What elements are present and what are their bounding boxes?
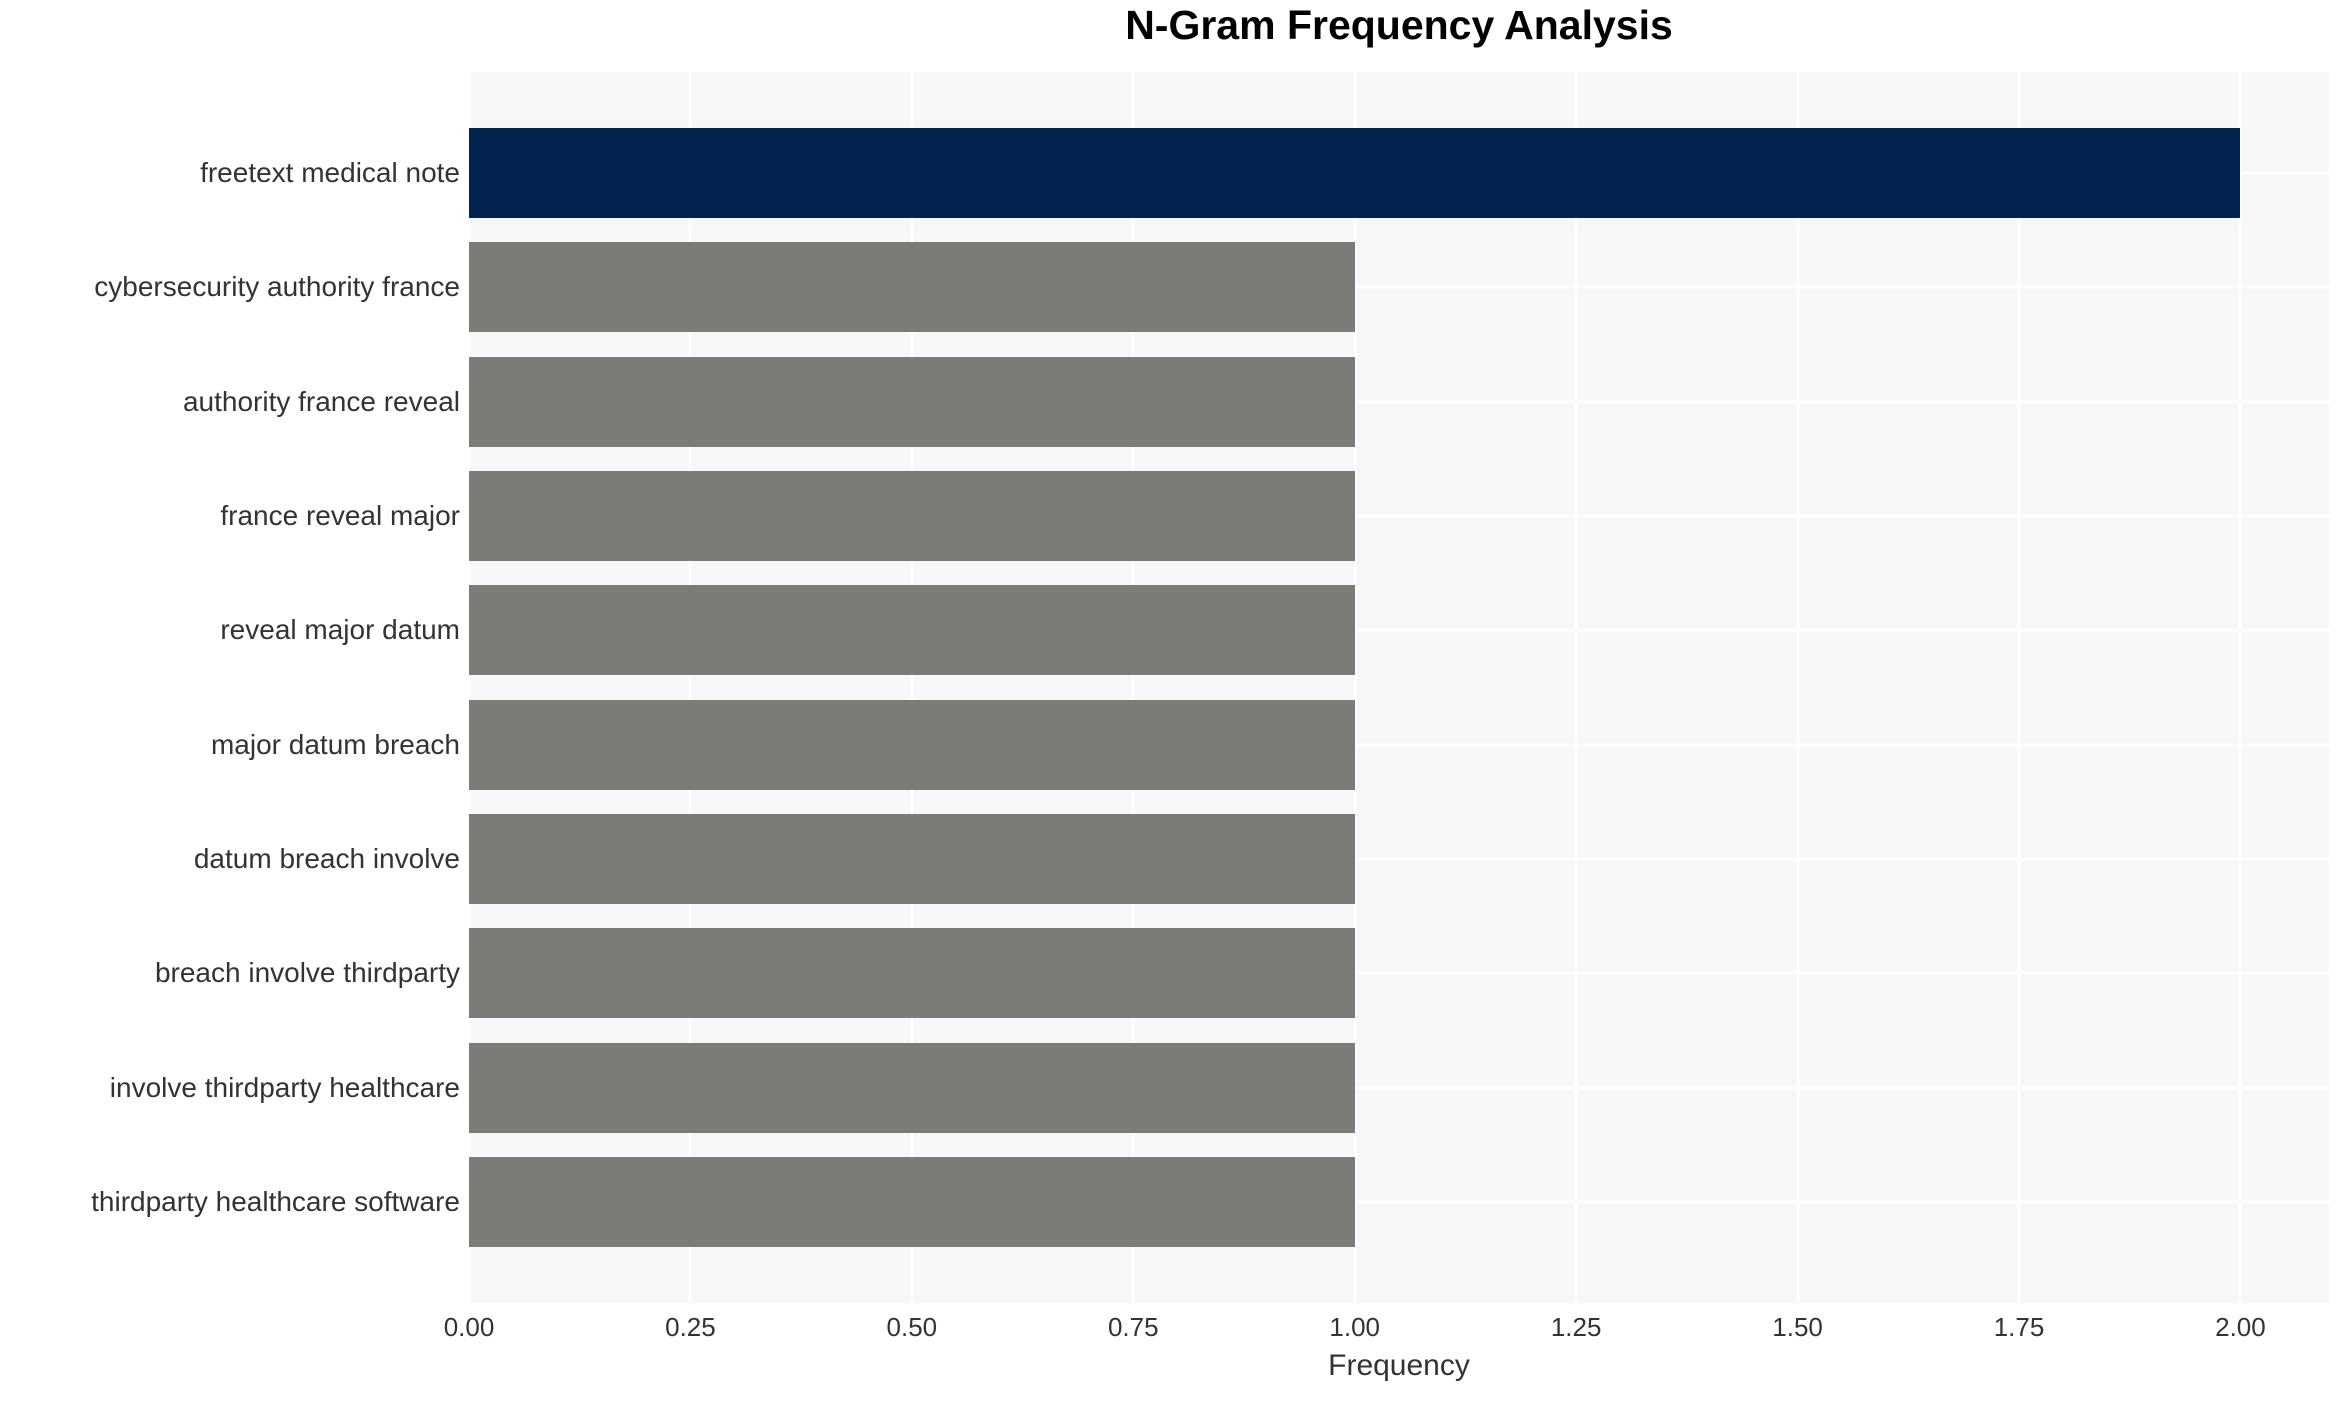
y-axis-category-label: thirdparty healthcare software <box>91 1186 460 1217</box>
gridline-vertical <box>467 72 471 1303</box>
gridline-vertical <box>2017 72 2021 1303</box>
x-axis-tick-label: 1.50 <box>1772 1312 1823 1342</box>
y-axis-category-label: major datum breach <box>210 728 460 760</box>
gridline-horizontal <box>469 857 2329 861</box>
bar <box>469 699 1355 790</box>
bar <box>469 928 1355 1019</box>
x-axis-tick-label: 2.00 <box>2215 1312 2266 1342</box>
bar <box>469 242 1355 333</box>
gridline-horizontal <box>469 400 2329 404</box>
y-axis-category-label: authority france reveal <box>182 385 460 417</box>
gridline-vertical <box>688 72 692 1303</box>
gridline-horizontal <box>469 514 2329 518</box>
y-axis-category-label: breach involve thirdparty <box>154 957 460 989</box>
gridline-horizontal <box>469 971 2329 975</box>
chart-title: N-Gram Frequency Analysis <box>1125 2 1673 48</box>
plot-area <box>467 72 2329 1303</box>
gridline-horizontal <box>469 285 2329 289</box>
gridline-vertical <box>1574 72 1578 1303</box>
bar <box>469 356 1355 447</box>
bar <box>469 471 1355 561</box>
gridline-horizontal <box>469 628 2329 632</box>
bar <box>469 128 2241 218</box>
x-axis-tick-label: 0.00 <box>443 1312 495 1342</box>
y-axis-category-label: datum breach involve <box>193 843 460 874</box>
x-axis-tick-label: 1.75 <box>1993 1312 2045 1342</box>
x-axis-title: Frequency <box>1328 1349 1470 1382</box>
gridline-vertical <box>1131 72 1135 1303</box>
x-axis-tick-label: 0.75 <box>1107 1312 1159 1342</box>
y-axis-category-label: freetext medical note <box>200 157 460 188</box>
gridline-horizontal <box>469 1086 2329 1090</box>
y-axis-category-label: involve thirdparty healthcare <box>109 1071 460 1103</box>
gridline-vertical <box>910 72 914 1303</box>
gridline-vertical <box>1353 72 1357 1303</box>
y-axis-category-label: reveal major datum <box>220 614 460 646</box>
gridline-horizontal <box>469 743 2329 747</box>
x-axis-tick-label: 0.50 <box>886 1312 938 1342</box>
bar <box>469 1042 1355 1133</box>
x-axis-tick-label: 1.25 <box>1550 1312 1602 1342</box>
y-axis-category-label: france reveal major <box>220 500 460 531</box>
gridline-horizontal <box>469 1200 2329 1204</box>
gridline-vertical <box>2238 72 2242 1303</box>
x-axis-tick-label: 0.25 <box>665 1312 716 1342</box>
x-axis-tick-label: 1.00 <box>1329 1312 1381 1342</box>
bar <box>469 1157 1355 1247</box>
y-axis-category-label: cybersecurity authority france <box>94 271 460 303</box>
gridline-vertical <box>1796 72 1800 1303</box>
y-axis-labels: freetext medical note cybersecurity autho… <box>0 0 460 1402</box>
bar <box>469 814 1355 904</box>
bar <box>469 585 1355 676</box>
